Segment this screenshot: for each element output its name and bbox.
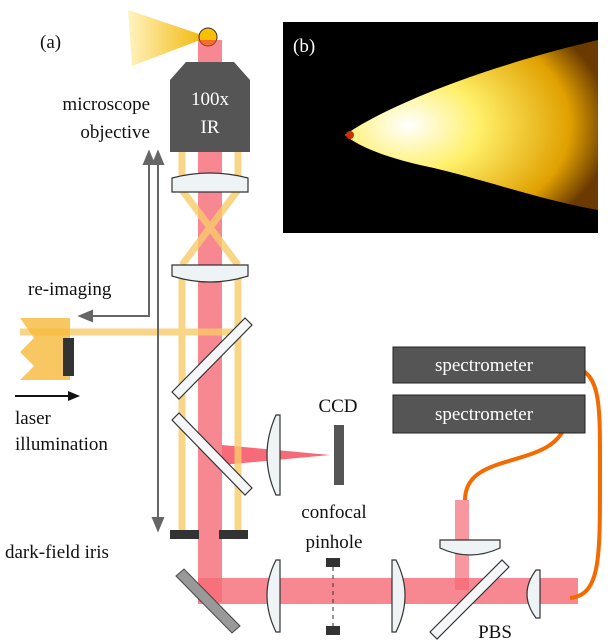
reimaging-label: re-imaging xyxy=(28,279,112,300)
lens xyxy=(266,414,281,496)
lens xyxy=(439,539,501,556)
lamp xyxy=(20,318,70,380)
laser-arrow-head xyxy=(68,391,80,401)
iris-blade xyxy=(219,530,248,539)
pinhole-label: confocal xyxy=(301,502,366,523)
mirror xyxy=(175,568,241,634)
objective xyxy=(170,62,250,152)
lens xyxy=(391,559,406,633)
beam-splitter xyxy=(171,317,253,400)
arrows xyxy=(77,149,165,533)
ccd-label: CCD xyxy=(318,396,357,417)
ccd xyxy=(334,425,344,485)
iris-label: dark-field iris xyxy=(5,542,109,563)
laser-label: laser xyxy=(15,408,52,429)
lens xyxy=(266,559,281,633)
pbs-label: PBS xyxy=(478,622,512,643)
objective-mag: 100x xyxy=(191,89,230,110)
laser-label: illumination xyxy=(15,434,108,455)
objective-label: microscope xyxy=(62,94,150,115)
emission-cone xyxy=(128,10,208,66)
spectrometer-label: spectrometer xyxy=(435,355,534,376)
spectrometer xyxy=(392,394,586,434)
objective-label: objective xyxy=(80,122,150,143)
lamp-stop xyxy=(63,338,74,376)
tip xyxy=(346,131,354,139)
pinhole xyxy=(326,626,340,635)
beam-splitter xyxy=(171,412,253,496)
lens xyxy=(171,264,249,283)
objective-type: IR xyxy=(201,117,220,138)
flame xyxy=(345,40,598,210)
lens xyxy=(526,569,541,619)
iris-blade xyxy=(170,530,199,539)
spectrometer xyxy=(392,346,586,384)
spectrometer-label: spectrometer xyxy=(435,404,534,425)
pbs xyxy=(429,559,510,640)
panel-label: (a) xyxy=(40,32,61,53)
fiber xyxy=(567,364,603,600)
panel-label: (b) xyxy=(293,36,315,57)
pinhole xyxy=(326,558,340,567)
lens xyxy=(171,172,249,193)
pinhole-label: pinhole xyxy=(306,532,363,553)
